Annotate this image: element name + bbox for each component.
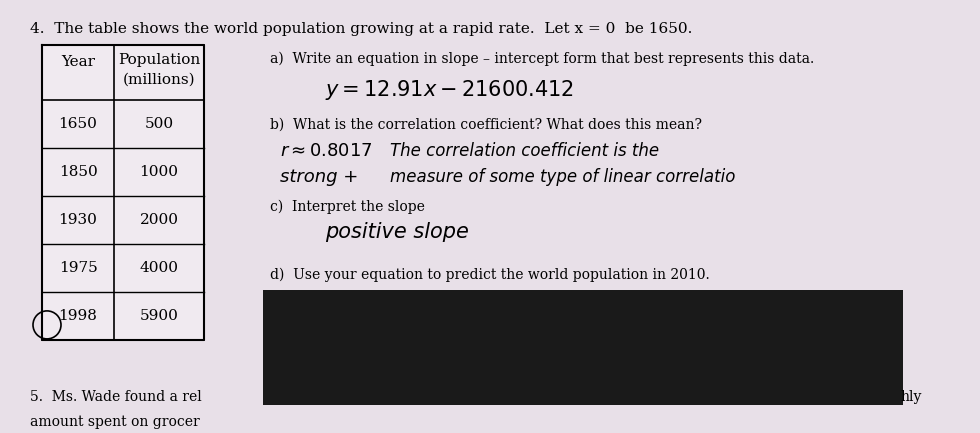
Text: hly: hly: [900, 390, 921, 404]
Text: 4.  The table shows the world population growing at a rapid rate.  Let x = 0  be: 4. The table shows the world population …: [30, 22, 693, 36]
Text: 1975: 1975: [59, 261, 97, 275]
FancyBboxPatch shape: [42, 45, 204, 340]
Text: 1998: 1998: [59, 309, 97, 323]
Text: 1930: 1930: [59, 213, 97, 227]
FancyBboxPatch shape: [263, 290, 903, 405]
Text: a)  Write an equation in slope – intercept form that best represents this data.: a) Write an equation in slope – intercep…: [270, 52, 814, 66]
Text: Year: Year: [61, 55, 95, 69]
Text: 500: 500: [144, 117, 173, 131]
Text: d)  Use your equation to predict the world population in 2010.: d) Use your equation to predict the worl…: [270, 268, 710, 282]
Text: c)  Interpret the slope: c) Interpret the slope: [270, 200, 425, 214]
Text: positive slope: positive slope: [325, 222, 468, 242]
Text: $y=12.91x-21600.412$: $y=12.91x-21600.412$: [325, 78, 574, 102]
Text: The correlation coefficient is the: The correlation coefficient is the: [390, 142, 660, 160]
Text: 5.  Ms. Wade found a rel: 5. Ms. Wade found a rel: [30, 390, 202, 404]
Text: b)  What is the correlation coefficient? What does this mean?: b) What is the correlation coefficient? …: [270, 118, 702, 132]
Text: measure of some type of linear correlatio: measure of some type of linear correlati…: [390, 168, 735, 186]
Text: $r\approx0.8017$: $r\approx0.8017$: [280, 142, 372, 160]
Text: amount spent on grocer: amount spent on grocer: [30, 415, 200, 429]
Text: 1850: 1850: [59, 165, 97, 179]
Text: (millions): (millions): [122, 73, 195, 87]
Text: 4000: 4000: [139, 261, 178, 275]
Text: 2000: 2000: [139, 213, 178, 227]
Text: 1650: 1650: [59, 117, 97, 131]
Text: Population: Population: [118, 53, 200, 67]
Text: 1000: 1000: [139, 165, 178, 179]
Text: 5900: 5900: [139, 309, 178, 323]
Text: strong +: strong +: [280, 168, 359, 186]
